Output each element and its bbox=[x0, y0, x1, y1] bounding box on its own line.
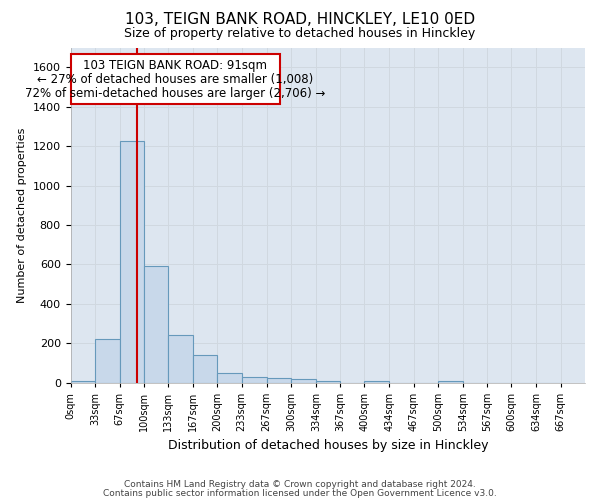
Bar bbox=[120, 141, 144, 383]
Text: Contains HM Land Registry data © Crown copyright and database right 2024.: Contains HM Land Registry data © Crown c… bbox=[124, 480, 476, 489]
Bar bbox=[168, 336, 193, 383]
Bar bbox=[71, 381, 95, 383]
Bar bbox=[364, 381, 389, 383]
Bar bbox=[438, 381, 463, 383]
Bar bbox=[95, 340, 120, 383]
Bar bbox=[316, 381, 340, 383]
Y-axis label: Number of detached properties: Number of detached properties bbox=[17, 128, 27, 303]
Bar bbox=[291, 379, 316, 383]
Bar bbox=[242, 377, 266, 383]
X-axis label: Distribution of detached houses by size in Hinckley: Distribution of detached houses by size … bbox=[167, 440, 488, 452]
Text: 103 TEIGN BANK ROAD: 91sqm: 103 TEIGN BANK ROAD: 91sqm bbox=[83, 58, 267, 71]
Text: 72% of semi-detached houses are larger (2,706) →: 72% of semi-detached houses are larger (… bbox=[25, 88, 325, 101]
Text: Size of property relative to detached houses in Hinckley: Size of property relative to detached ho… bbox=[124, 28, 476, 40]
FancyBboxPatch shape bbox=[71, 54, 280, 104]
Bar bbox=[193, 355, 217, 383]
Text: 103, TEIGN BANK ROAD, HINCKLEY, LE10 0ED: 103, TEIGN BANK ROAD, HINCKLEY, LE10 0ED bbox=[125, 12, 475, 28]
Bar bbox=[217, 373, 242, 383]
Bar bbox=[144, 266, 168, 383]
Text: ← 27% of detached houses are smaller (1,008): ← 27% of detached houses are smaller (1,… bbox=[37, 72, 313, 86]
Bar bbox=[266, 378, 291, 383]
Text: Contains public sector information licensed under the Open Government Licence v3: Contains public sector information licen… bbox=[103, 488, 497, 498]
